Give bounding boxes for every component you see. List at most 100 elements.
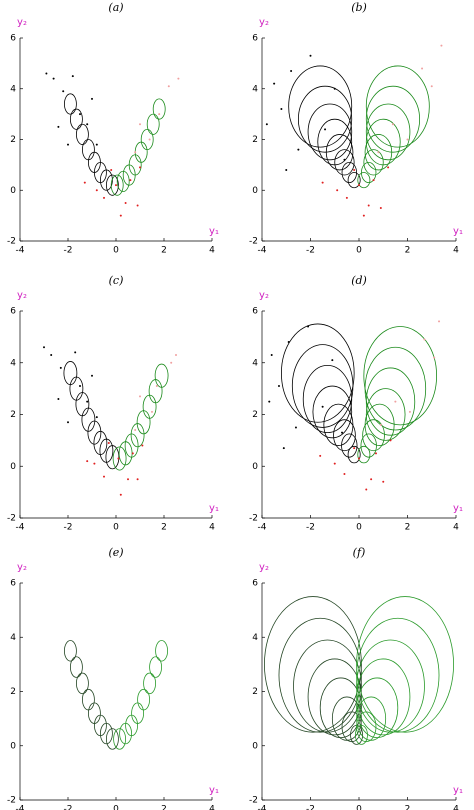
point (423, 338, 426, 341)
y-tick-label: -2 (249, 514, 258, 524)
point (141, 444, 144, 447)
contour (302, 364, 353, 434)
y-tick-label: -2 (7, 796, 16, 806)
contour (363, 149, 384, 176)
point (86, 123, 89, 126)
contour (357, 445, 371, 464)
y-tick-label: 0 (10, 186, 16, 196)
y-tick-label: 2 (252, 410, 258, 420)
point (336, 189, 339, 192)
y-tick-label: 4 (10, 358, 16, 368)
contour (76, 123, 89, 145)
point (139, 166, 141, 169)
contour (365, 65, 430, 148)
point (131, 452, 134, 455)
contour (76, 672, 89, 695)
contour (75, 392, 90, 417)
point (79, 385, 81, 388)
point (129, 179, 132, 182)
point (367, 204, 370, 207)
y-axis-label: y₂ (259, 562, 269, 573)
panel-title: (b) (351, 1, 367, 14)
point (438, 320, 441, 323)
contour (106, 174, 119, 196)
y-tick-label: 4 (252, 633, 258, 643)
point (345, 196, 348, 199)
point (387, 166, 390, 169)
contour (354, 725, 368, 745)
contour (106, 728, 119, 750)
x-tick-label: 4 (209, 523, 215, 533)
x-tick-label: 2 (405, 523, 411, 533)
point (273, 82, 276, 85)
contour (341, 433, 358, 458)
contour (81, 407, 96, 432)
contour (105, 445, 120, 470)
point (91, 374, 93, 377)
x-tick-label: -4 (258, 523, 267, 533)
point (341, 431, 344, 434)
point (74, 351, 77, 354)
contour (278, 617, 362, 733)
point (139, 123, 141, 126)
point (358, 457, 360, 460)
contour (113, 728, 126, 750)
contour (69, 376, 84, 401)
contour (146, 113, 160, 135)
y-axis-label: y₂ (259, 17, 269, 28)
point (280, 108, 283, 111)
point (115, 184, 117, 187)
point (50, 353, 53, 356)
y-axis-label: y₂ (17, 17, 27, 28)
x-tick-label: -2 (64, 523, 73, 533)
contour (356, 711, 377, 743)
point (377, 151, 380, 154)
point (408, 410, 411, 413)
contour (356, 639, 425, 733)
point (430, 85, 433, 88)
contour (149, 656, 163, 678)
point (353, 447, 356, 450)
point (134, 429, 137, 432)
point (67, 143, 69, 146)
point (324, 128, 327, 131)
point (362, 214, 365, 217)
point (136, 204, 139, 207)
contour (152, 98, 166, 120)
y-tick-label: 4 (10, 633, 16, 643)
point (43, 346, 45, 349)
point (103, 196, 105, 199)
contour (364, 346, 427, 431)
point (282, 447, 285, 450)
panel-title: (f) (353, 546, 366, 559)
x-axis-label: y₁ (453, 503, 463, 514)
y-tick-label: 6 (10, 579, 16, 589)
x-tick-label: 0 (113, 805, 119, 810)
point (59, 366, 62, 369)
point (365, 488, 368, 491)
point (372, 179, 375, 182)
point (287, 341, 290, 344)
point (134, 151, 137, 154)
x-axis-label: y₁ (209, 503, 219, 514)
y-tick-label: 6 (252, 307, 258, 317)
point (95, 189, 98, 192)
contour (87, 420, 102, 445)
x-tick-label: 0 (113, 246, 119, 256)
contour (70, 108, 83, 130)
contour (356, 696, 387, 741)
y-tick-label: 4 (252, 358, 258, 368)
contour (307, 658, 362, 736)
x-tick-label: 4 (453, 246, 459, 256)
contour (137, 688, 151, 711)
point (62, 90, 65, 93)
contour (319, 677, 362, 739)
y-tick-label: -2 (249, 796, 258, 806)
point (290, 69, 293, 72)
contour (360, 433, 377, 458)
point (321, 405, 324, 408)
point (358, 184, 360, 187)
x-axis-label: y₁ (209, 226, 219, 237)
contour (119, 722, 132, 745)
contour (365, 103, 411, 161)
